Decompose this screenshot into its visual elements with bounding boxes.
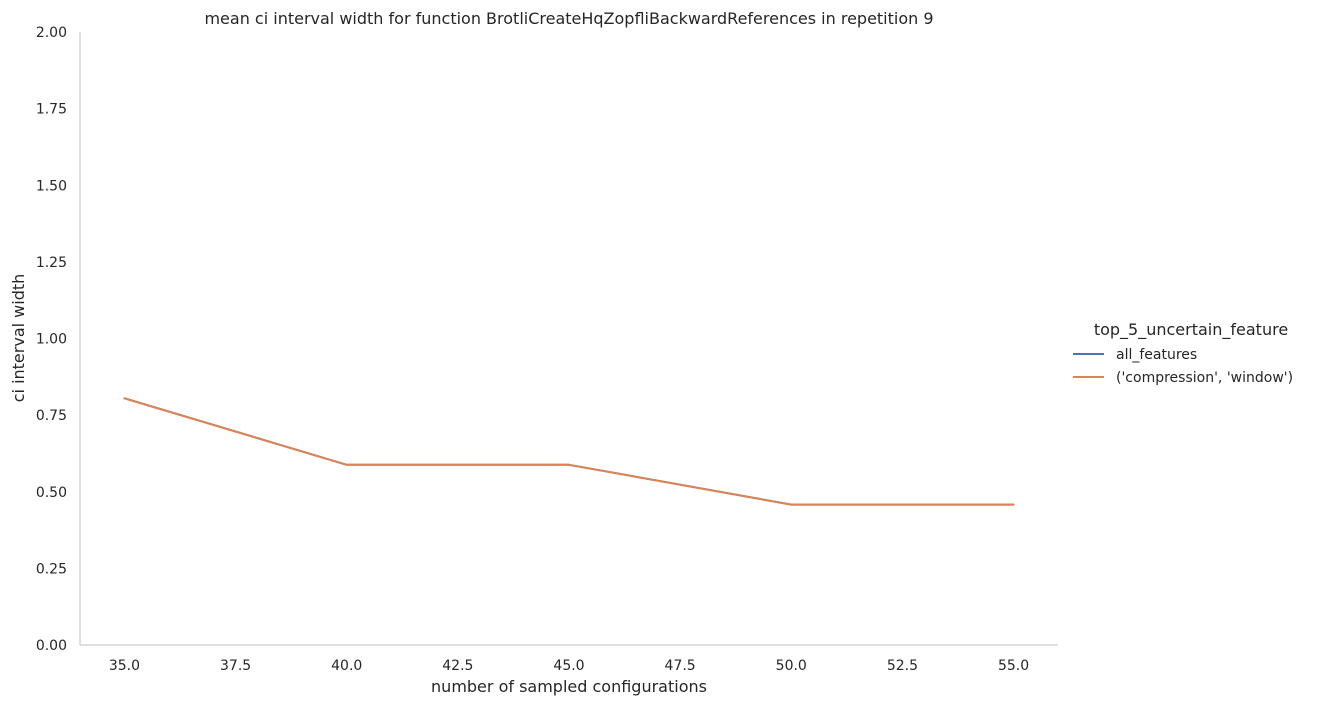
x-tick-label: 52.5 <box>887 658 918 674</box>
y-tick-label: 0.00 <box>36 638 67 654</box>
y-tick-label: 1.50 <box>36 178 67 194</box>
y-tick-label: 1.25 <box>36 255 67 271</box>
legend-items: all_features ('compression', 'window') <box>1073 347 1293 386</box>
series-line-0 <box>123 397 1015 506</box>
y-tick-label: 1.75 <box>36 102 67 118</box>
x-axis-ticks: 35.0 37.5 40.0 42.5 45.0 47.5 50.0 52.5 55.0 <box>109 658 1029 674</box>
chart-title: mean ci interval width for function Brot… <box>204 9 933 28</box>
legend: top_5_uncertain_feature all_features ('co… <box>1073 320 1293 386</box>
x-tick-label: 50.0 <box>776 658 807 674</box>
legend-title: top_5_uncertain_feature <box>1094 320 1288 340</box>
legend-label: ('compression', 'window') <box>1116 370 1293 386</box>
x-tick-label: 40.0 <box>331 658 362 674</box>
x-tick-label: 42.5 <box>442 658 473 674</box>
y-tick-label: 0.75 <box>36 408 67 424</box>
series-layer <box>123 397 1015 506</box>
y-axis-title: ci interval width <box>9 274 28 403</box>
series-line-1 <box>123 397 1015 506</box>
legend-label: all_features <box>1116 347 1197 363</box>
y-tick-label: 0.50 <box>36 485 67 501</box>
y-tick-label: 0.25 <box>36 561 67 577</box>
y-axis-ticks: 0.00 0.25 0.50 0.75 1.00 1.25 1.50 1.75 2.00 <box>36 25 67 654</box>
y-tick-label: 2.00 <box>36 25 67 41</box>
y-tick-label: 1.00 <box>36 332 67 348</box>
x-tick-label: 47.5 <box>665 658 696 674</box>
x-axis-title: number of sampled configurations <box>431 677 707 696</box>
x-tick-label: 35.0 <box>109 658 140 674</box>
x-tick-label: 45.0 <box>553 658 584 674</box>
x-tick-label: 55.0 <box>998 658 1029 674</box>
x-tick-label: 37.5 <box>220 658 251 674</box>
